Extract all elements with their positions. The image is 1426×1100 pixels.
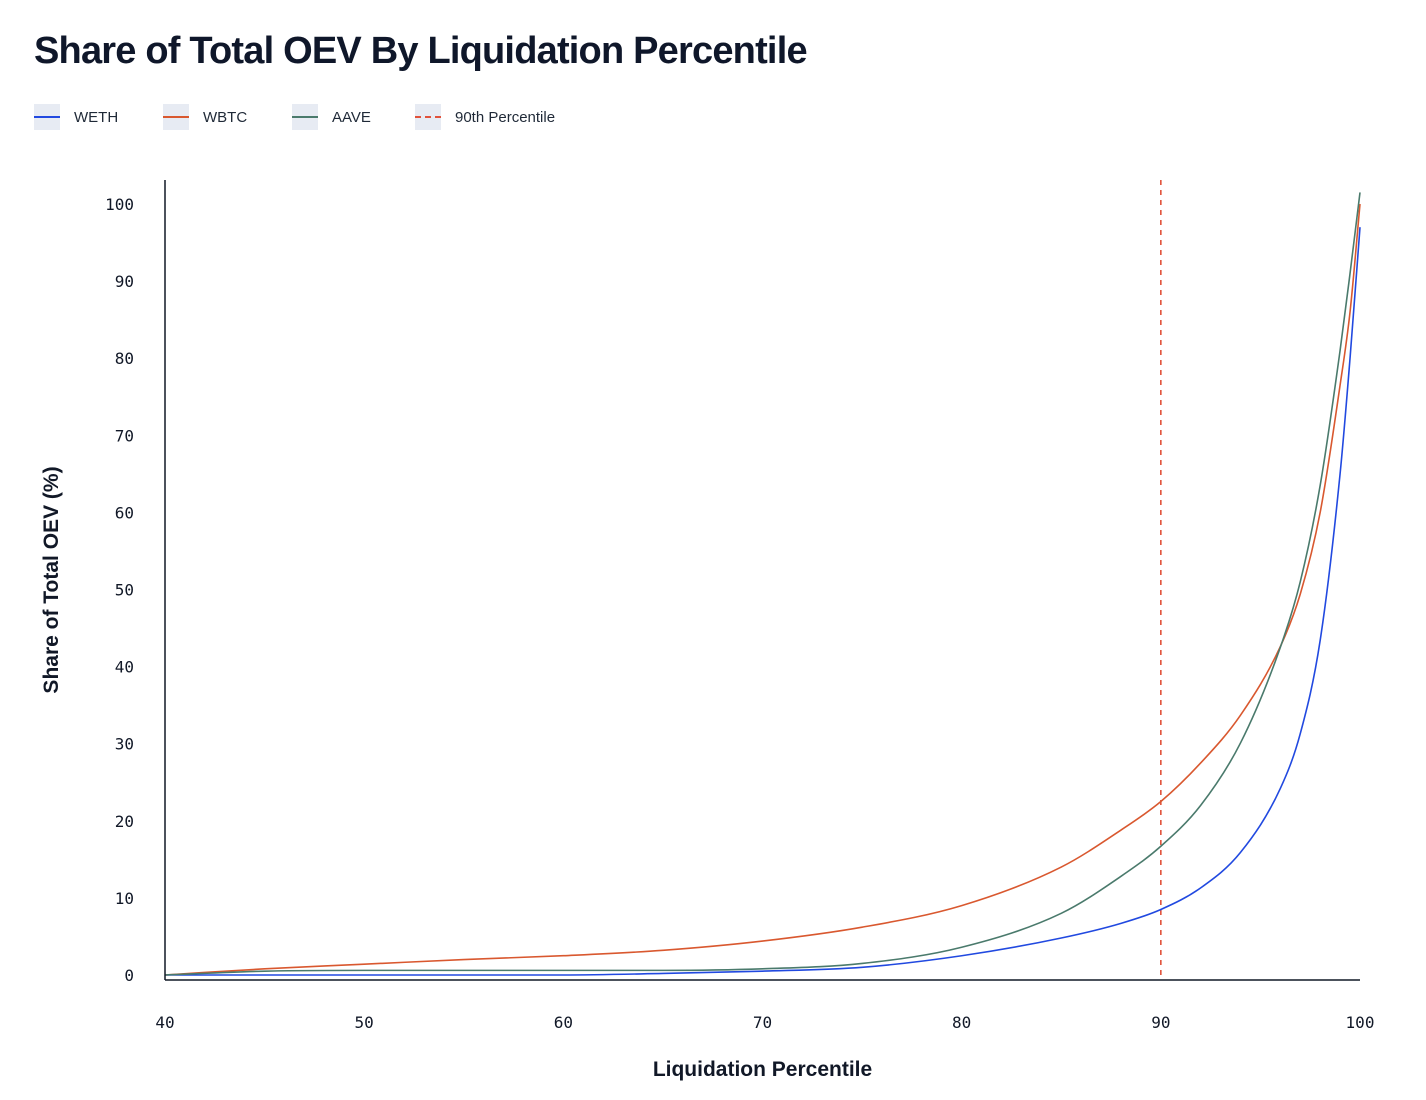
legend-swatch-90th-percentile <box>415 104 441 130</box>
chart-title: Share of Total OEV By Liquidation Percen… <box>34 30 808 72</box>
x-tick-label: 80 <box>952 1013 971 1032</box>
legend: WETH WBTC AAVE 90th Percentile <box>34 104 555 130</box>
wbtc-line-icon <box>163 116 189 118</box>
legend-swatch-weth <box>34 104 60 130</box>
y-tick-label: 40 <box>115 658 134 677</box>
aave-line-icon <box>292 116 318 118</box>
y-tick-label: 50 <box>115 581 134 600</box>
series-line-wbtc <box>164 203 1361 976</box>
y-tick-label: 80 <box>115 349 134 368</box>
x-tick-label: 60 <box>554 1013 573 1032</box>
series-line-weth <box>164 227 1361 976</box>
x-tick-label: 70 <box>753 1013 772 1032</box>
x-tick-labels: 40 50 60 70 80 90 100 <box>155 1013 1374 1032</box>
legend-item-wbtc[interactable]: WBTC <box>163 104 292 130</box>
legend-label-aave: AAVE <box>332 108 371 126</box>
weth-line-icon <box>34 116 60 118</box>
series-line-aave <box>164 192 1361 976</box>
y-tick-label: 30 <box>115 735 134 754</box>
legend-label-weth: WETH <box>74 108 119 126</box>
dashed-line-icon <box>415 116 441 118</box>
legend-item-90th-percentile[interactable]: 90th Percentile <box>415 104 555 130</box>
legend-swatch-wbtc <box>163 104 189 130</box>
x-tick-label: 50 <box>355 1013 374 1032</box>
y-tick-label: 0 <box>124 966 134 985</box>
y-tick-label: 20 <box>115 812 134 831</box>
y-tick-label: 100 <box>105 195 134 214</box>
y-tick-label: 70 <box>115 426 134 445</box>
x-axis-label: Liquidation Percentile <box>653 1058 872 1081</box>
y-tick-labels: 0 10 20 30 40 50 60 70 80 90 100 <box>105 195 134 985</box>
legend-label-90th-percentile: 90th Percentile <box>455 108 556 126</box>
legend-item-weth[interactable]: WETH <box>34 104 163 130</box>
legend-label-wbtc: WBTC <box>203 108 248 126</box>
series-layer <box>164 192 1361 976</box>
x-tick-label: 100 <box>1346 1013 1375 1032</box>
x-tick-label: 40 <box>155 1013 174 1032</box>
y-axis-label: Share of Total OEV (%) <box>40 466 63 693</box>
y-tick-label: 90 <box>115 272 134 291</box>
x-tick-label: 90 <box>1151 1013 1170 1032</box>
legend-swatch-aave <box>292 104 318 130</box>
legend-item-aave[interactable]: AAVE <box>292 104 415 130</box>
y-tick-label: 10 <box>115 889 134 908</box>
y-tick-label: 60 <box>115 503 134 522</box>
